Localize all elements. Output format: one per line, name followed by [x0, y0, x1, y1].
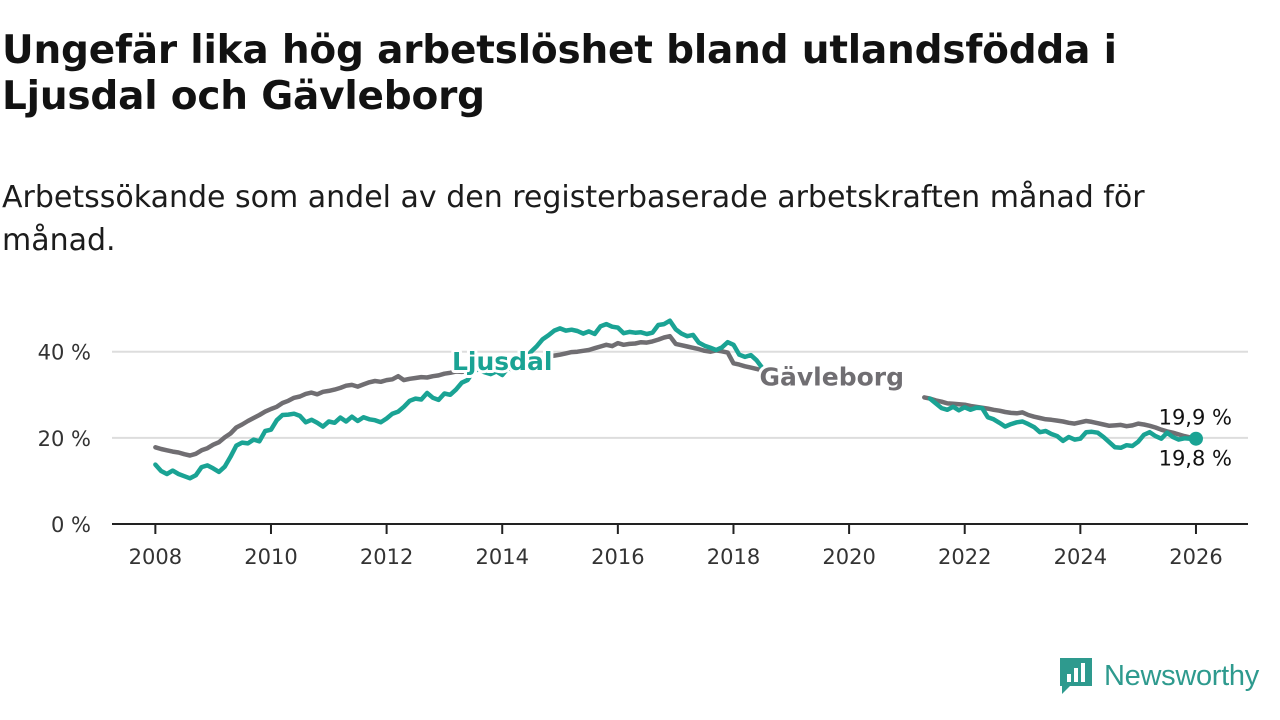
- brand-name: Newsworthy: [1104, 659, 1259, 692]
- series-label-gavleborg: Gävleborg: [759, 362, 904, 391]
- line-chart: 0 % 20 % 40 % 2008 2010 2012 2014 2016 2018 2020 2…: [38, 318, 1248, 569]
- series-lines: [153, 318, 1199, 481]
- x-tick-label: 2008: [129, 545, 182, 569]
- x-tick-label: 2016: [591, 545, 644, 569]
- x-tick-label: 2022: [938, 545, 991, 569]
- series-line-ljusdal: [927, 396, 1199, 451]
- x-tick-label: 2014: [476, 545, 529, 569]
- end-value-label-ljusdal: 19,8 %: [1159, 447, 1232, 471]
- x-tick-label: 2026: [1169, 545, 1222, 569]
- x-tick-label: 2020: [822, 545, 875, 569]
- series-line-gavleborg: [153, 333, 777, 458]
- axes: 0 % 20 % 40 % 2008 2010 2012 2014 2016 2018 2020 2…: [38, 341, 1248, 569]
- y-tick-label: 40 %: [38, 341, 91, 365]
- series-label-ljusdal: Ljusdal: [452, 347, 553, 376]
- newsworthy-logo-icon: [1060, 658, 1092, 694]
- chart-subtitle: Arbetssökande som andel av den registerb…: [2, 180, 1145, 258]
- y-tick-label: 20 %: [38, 427, 91, 451]
- x-tick-label: 2018: [707, 545, 760, 569]
- x-tick-label: 2010: [244, 545, 297, 569]
- end-marker-ljusdal: [1188, 431, 1203, 446]
- x-tick-label: 2012: [360, 545, 413, 569]
- chart-labels: Ljusdal Gävleborg 19,9 % 19,8 %: [449, 344, 1232, 471]
- series-line-ljusdal: [153, 318, 777, 481]
- end-value-label-gavleborg: 19,9 %: [1159, 405, 1232, 429]
- chart-title: Ungefär lika hög arbetslöshet bland utla…: [2, 28, 1117, 119]
- brand: Newsworthy: [1058, 654, 1259, 698]
- x-tick-label: 2024: [1054, 545, 1107, 569]
- y-tick-label: 0 %: [51, 513, 91, 537]
- series-line-gavleborg: [922, 395, 1199, 441]
